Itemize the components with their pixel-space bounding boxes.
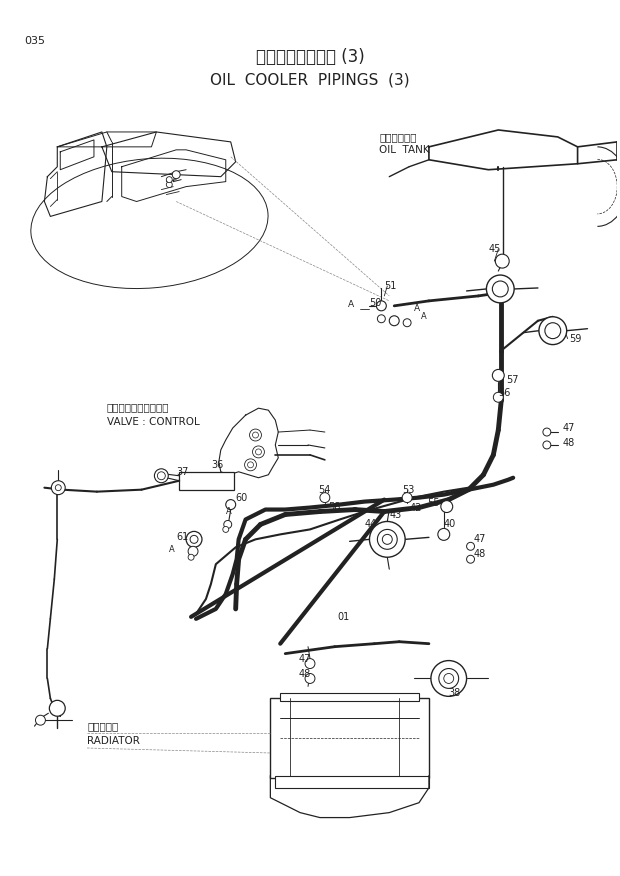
- Text: A: A: [226, 507, 231, 516]
- Text: 53: 53: [402, 484, 415, 495]
- Circle shape: [539, 317, 567, 344]
- Text: A: A: [169, 545, 175, 554]
- Text: 51: 51: [384, 281, 397, 291]
- Text: 36: 36: [211, 460, 223, 470]
- Text: 50: 50: [370, 298, 382, 307]
- Circle shape: [186, 532, 202, 548]
- Circle shape: [438, 528, 450, 540]
- Bar: [280, 694, 419, 702]
- Circle shape: [402, 492, 412, 503]
- Circle shape: [444, 674, 454, 683]
- Text: 61: 61: [176, 533, 188, 542]
- Circle shape: [305, 659, 315, 668]
- Text: 48: 48: [474, 549, 486, 559]
- Text: 54: 54: [318, 484, 330, 495]
- Text: 47: 47: [563, 423, 575, 433]
- Circle shape: [492, 281, 508, 297]
- Circle shape: [467, 542, 474, 550]
- Text: 43: 43: [389, 510, 402, 519]
- Circle shape: [370, 521, 405, 557]
- Text: 44: 44: [365, 519, 377, 529]
- Circle shape: [255, 449, 262, 455]
- Circle shape: [55, 484, 61, 491]
- Bar: [270, 698, 429, 778]
- Circle shape: [543, 428, 551, 436]
- Circle shape: [252, 432, 259, 438]
- Circle shape: [376, 300, 386, 311]
- Circle shape: [383, 534, 392, 544]
- Circle shape: [157, 472, 166, 480]
- Circle shape: [378, 314, 385, 322]
- Circle shape: [226, 499, 236, 510]
- Text: 37: 37: [176, 467, 188, 477]
- Circle shape: [431, 661, 467, 696]
- Circle shape: [224, 520, 232, 528]
- Circle shape: [154, 469, 168, 483]
- Bar: [179, 472, 234, 490]
- Circle shape: [188, 555, 194, 561]
- Text: OIL  COOLER  PIPINGS  (3): OIL COOLER PIPINGS (3): [210, 73, 410, 88]
- Circle shape: [252, 446, 264, 458]
- Circle shape: [467, 555, 474, 563]
- Circle shape: [190, 535, 198, 543]
- Text: A: A: [421, 312, 427, 321]
- Text: 42: 42: [409, 503, 422, 512]
- Text: 57: 57: [506, 376, 519, 385]
- Circle shape: [378, 529, 397, 549]
- Circle shape: [188, 547, 198, 556]
- Text: 59: 59: [570, 334, 582, 343]
- Text: オイルクーラ配管 (3): オイルクーラ配管 (3): [255, 48, 365, 67]
- Circle shape: [441, 500, 453, 512]
- Circle shape: [492, 370, 504, 381]
- Text: 45: 45: [489, 244, 501, 254]
- Text: ラジエータ: ラジエータ: [87, 721, 118, 731]
- Text: バルブ：コントロール: バルブ：コントロール: [107, 402, 169, 413]
- Circle shape: [305, 674, 315, 683]
- Circle shape: [172, 171, 180, 179]
- Text: 60: 60: [236, 492, 248, 503]
- Circle shape: [51, 481, 65, 495]
- Circle shape: [403, 319, 411, 327]
- Text: 01: 01: [338, 611, 350, 622]
- Text: 56: 56: [498, 388, 511, 399]
- Circle shape: [247, 462, 254, 468]
- Text: OIL  TANK: OIL TANK: [379, 145, 430, 155]
- Circle shape: [166, 181, 172, 187]
- Text: 47: 47: [298, 653, 311, 664]
- Circle shape: [494, 392, 503, 402]
- Text: 55: 55: [427, 498, 440, 507]
- Text: 48: 48: [563, 438, 575, 448]
- Circle shape: [245, 459, 257, 470]
- Text: 40: 40: [444, 519, 456, 529]
- Text: 47: 47: [474, 534, 486, 544]
- Text: 035: 035: [25, 36, 46, 46]
- Text: A: A: [414, 304, 420, 314]
- Circle shape: [495, 254, 509, 268]
- Circle shape: [166, 177, 172, 182]
- Text: VALVE : CONTROL: VALVE : CONTROL: [107, 417, 200, 427]
- Text: 58: 58: [328, 502, 340, 512]
- Circle shape: [389, 315, 399, 326]
- Circle shape: [223, 526, 229, 533]
- Circle shape: [35, 715, 45, 725]
- Text: RADIATOR: RADIATOR: [87, 736, 140, 746]
- Circle shape: [439, 668, 459, 689]
- Bar: [275, 776, 429, 788]
- Text: 48: 48: [298, 669, 311, 680]
- Circle shape: [487, 275, 514, 303]
- Circle shape: [50, 700, 65, 717]
- Circle shape: [249, 429, 262, 441]
- Text: 38: 38: [449, 689, 461, 698]
- Text: A: A: [348, 300, 354, 309]
- Circle shape: [545, 322, 560, 339]
- Circle shape: [320, 492, 330, 503]
- Text: オイルタンク: オイルタンク: [379, 132, 417, 142]
- Circle shape: [543, 441, 551, 449]
